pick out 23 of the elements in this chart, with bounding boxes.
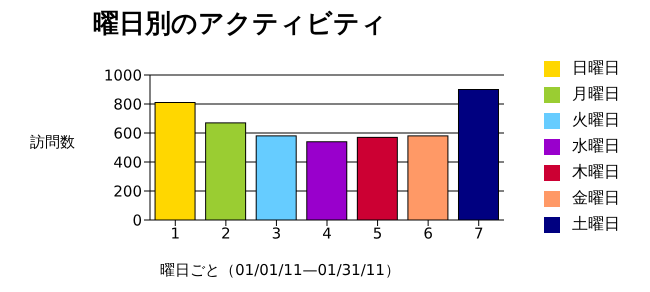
x-axis-title: 曜日ごと（01/01/11—01/31/11） <box>159 261 401 280</box>
legend-label: 金曜日 <box>572 188 620 207</box>
x-tick-label: 5 <box>372 224 382 243</box>
y-tick-label: 0 <box>132 211 142 230</box>
x-tick-label: 6 <box>423 224 433 243</box>
y-tick-label: 400 <box>113 153 142 172</box>
x-tick-label: 3 <box>272 224 282 243</box>
legend-label: 月曜日 <box>572 84 620 103</box>
chart-title: 曜日別のアクティビティ <box>92 8 388 41</box>
legend-label: 土曜日 <box>572 214 620 233</box>
y-tick-label: 1000 <box>104 66 142 84</box>
y-axis-title: 訪問数 <box>30 133 75 152</box>
x-tick-label: 1 <box>170 224 180 243</box>
y-tick-label: 200 <box>113 182 142 200</box>
x-tick-label: 4 <box>322 224 332 243</box>
legend-label: 木曜日 <box>572 162 620 181</box>
x-tick-label: 2 <box>221 224 231 243</box>
legend-label: 水曜日 <box>572 136 620 155</box>
legend-label: 火曜日 <box>572 110 620 129</box>
x-tick-label: 7 <box>474 224 484 243</box>
y-tick-label: 800 <box>113 95 142 114</box>
legend-label: 日曜日 <box>572 58 620 77</box>
y-tick-label: 600 <box>113 124 142 142</box>
